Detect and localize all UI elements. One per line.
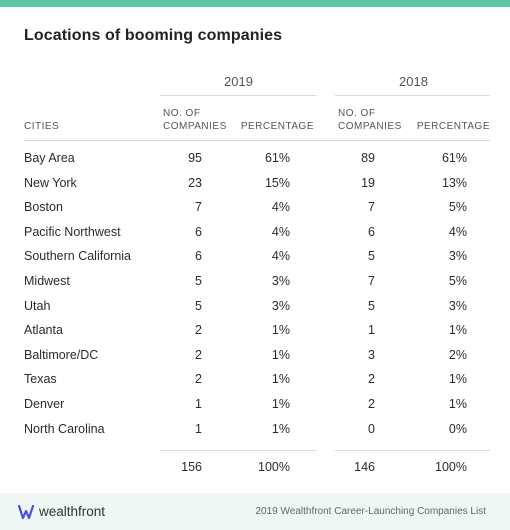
count-2019-cell: 6: [195, 224, 202, 239]
city-cell: Boston: [24, 200, 63, 215]
count-2018-cell: 89: [361, 151, 375, 165]
count-2019-cell: 1: [195, 397, 202, 411]
count-2018-cell: 3: [368, 347, 375, 362]
pct-2018-cell: 3%: [448, 249, 467, 264]
col-header-count-line2: COMPANIES: [163, 121, 227, 132]
pct-2018-cell: 5%: [448, 274, 467, 288]
col-header-cities: CITIES: [24, 121, 60, 132]
pct-2018-cell: 3%: [448, 298, 467, 313]
city-cell: Utah: [24, 298, 51, 313]
col-header-count-2018: NO. OF COMPANIES: [338, 107, 402, 133]
pct-2018-cell: 4%: [448, 224, 467, 239]
count-2018-cell: 5: [368, 249, 375, 264]
pct-2019-cell: 3%: [271, 274, 290, 288]
col-header-pct-2019: PERCENTAGE: [240, 121, 314, 132]
header-divider: [24, 140, 490, 141]
pct-2018-cell: 13%: [441, 175, 467, 190]
count-2019-cell: 5: [195, 298, 202, 313]
pct-2019-cell: 1%: [271, 347, 290, 362]
table-row: New York 23 15% 19 13%: [0, 176, 510, 200]
pct-2019-cell: 1%: [271, 397, 290, 411]
pct-2018-cell: 1%: [448, 397, 467, 411]
city-cell: Atlanta: [24, 323, 63, 338]
city-cell: North Carolina: [24, 421, 105, 436]
pct-2018-cell: 1%: [448, 372, 467, 387]
count-2018-cell: 0: [368, 421, 375, 436]
source-note: 2019 Wealthfront Career-Launching Compan…: [255, 506, 486, 517]
year-header-2018: 2018: [399, 74, 428, 89]
col-header-count-line1: NO. OF: [338, 108, 376, 119]
city-cell: Midwest: [24, 274, 70, 288]
city-cell: Texas: [24, 372, 57, 387]
year-header-2019: 2019: [224, 74, 253, 89]
col-header-count-line2: COMPANIES: [338, 121, 402, 132]
count-2019-cell: 2: [195, 323, 202, 338]
city-cell: Southern California: [24, 249, 132, 264]
col-header-count-line1: NO. OF: [163, 108, 201, 119]
pct-2019-cell: 1%: [271, 421, 290, 436]
total-divider-2018: [335, 450, 490, 451]
pct-2019-cell: 4%: [271, 200, 290, 215]
pct-2018-cell: 5%: [448, 200, 467, 215]
pct-2019-cell: 1%: [271, 323, 290, 338]
city-cell: New York: [24, 175, 77, 190]
year-divider-2019: [160, 95, 316, 96]
total-count-2018: 146: [354, 460, 375, 474]
table-row: Midwest 5 3% 7 5%: [0, 274, 510, 298]
count-2019-cell: 2: [195, 372, 202, 387]
count-2018-cell: 6: [368, 224, 375, 239]
table-row: Atlanta 2 1% 1 1%: [0, 323, 510, 347]
brand-name: wealthfront: [39, 504, 106, 519]
count-2019-cell: 95: [188, 151, 202, 165]
footer: wealthfront 2019 Wealthfront Career-Laun…: [0, 493, 510, 530]
pct-2019-cell: 1%: [271, 372, 290, 387]
pct-2019-cell: 3%: [271, 298, 290, 313]
table-row: Southern California 6 4% 5 3%: [0, 249, 510, 273]
total-count-2019: 156: [181, 460, 202, 474]
table-row: Utah 5 3% 5 3%: [0, 299, 510, 323]
count-2018-cell: 2: [368, 372, 375, 387]
pct-2019-cell: 4%: [271, 249, 290, 264]
count-2018-cell: 19: [361, 175, 375, 190]
table-row: North Carolina 1 1% 0 0%: [0, 422, 510, 446]
table-row: Baltimore/DC 2 1% 3 2%: [0, 348, 510, 372]
pct-2018-cell: 61%: [441, 151, 467, 165]
total-pct-2018: 100%: [435, 460, 467, 474]
page-title: Locations of booming companies: [24, 27, 283, 44]
count-2019-cell: 23: [188, 175, 202, 190]
count-2019-cell: 6: [195, 249, 202, 264]
year-divider-2018: [335, 95, 490, 96]
table-row: Texas 2 1% 2 1%: [0, 372, 510, 396]
top-accent-bar: [0, 0, 510, 7]
city-cell: Baltimore/DC: [24, 347, 99, 362]
brand-logo: wealthfront: [18, 504, 105, 519]
pct-2018-cell: 2%: [448, 347, 467, 362]
count-2018-cell: 1: [368, 323, 375, 338]
total-divider-2019: [160, 450, 316, 451]
wealthfront-logo-icon: [18, 504, 34, 519]
pct-2018-cell: 1%: [448, 323, 467, 338]
count-2018-cell: 7: [368, 200, 375, 215]
pct-2019-cell: 61%: [264, 151, 290, 165]
count-2018-cell: 2: [368, 397, 375, 411]
count-2019-cell: 5: [195, 274, 202, 288]
pct-2019-cell: 15%: [264, 175, 290, 190]
count-2019-cell: 7: [195, 200, 202, 215]
table-row: Boston 7 4% 7 5%: [0, 200, 510, 224]
table-row: Bay Area 95 61% 89 61%: [0, 151, 510, 175]
count-2019-cell: 2: [195, 347, 202, 362]
count-2018-cell: 5: [368, 298, 375, 313]
city-cell: Denver: [24, 397, 65, 411]
table-row: Denver 1 1% 2 1%: [0, 397, 510, 421]
count-2018-cell: 7: [368, 274, 375, 288]
city-cell: Bay Area: [24, 151, 75, 165]
table-row: Pacific Northwest 6 4% 6 4%: [0, 225, 510, 249]
pct-2018-cell: 0%: [448, 421, 467, 436]
city-cell: Pacific Northwest: [24, 224, 121, 239]
col-header-count-2019: NO. OF COMPANIES: [163, 107, 227, 133]
col-header-pct-2018: PERCENTAGE: [416, 121, 490, 132]
total-pct-2019: 100%: [258, 460, 290, 474]
count-2019-cell: 1: [195, 421, 202, 436]
pct-2019-cell: 4%: [271, 224, 290, 239]
